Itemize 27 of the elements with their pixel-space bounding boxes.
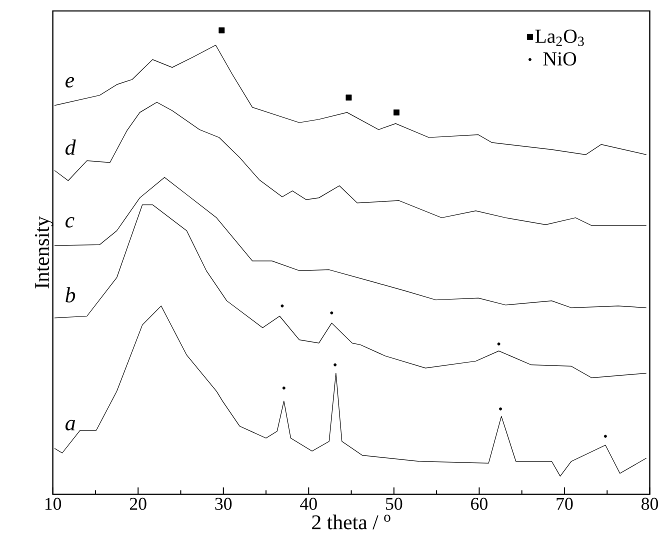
x-axis-title: 2 theta / $^{o}$	[312, 514, 390, 530]
x-tick-label: 40	[300, 498, 317, 510]
series-label: d	[66, 140, 76, 155]
x-tick-label: 80	[642, 498, 658, 510]
point	[218, 27, 225, 34]
x-tick-label: 20	[130, 498, 146, 510]
point	[280, 304, 284, 308]
x-tick-label: 30	[215, 498, 232, 510]
series-label: a	[66, 420, 75, 430]
point	[330, 311, 334, 314]
x-tick-label: 60	[471, 498, 488, 510]
point	[346, 94, 352, 101]
point	[334, 363, 337, 366]
legend-label: NiO	[543, 52, 576, 66]
y-axis-title: Intensity	[34, 216, 54, 288]
x-tick-label: 70	[556, 498, 573, 510]
point	[497, 342, 500, 346]
x-tick-label: 50	[386, 498, 402, 510]
point	[604, 434, 607, 438]
point	[282, 386, 286, 390]
point	[394, 109, 400, 116]
series-label: c	[66, 217, 74, 228]
series-label: e	[66, 76, 74, 88]
series-label: b	[66, 287, 76, 302]
legend-label: La$_{2}$O$_{3}$	[535, 30, 584, 46]
x-tick-label: 10	[45, 498, 62, 510]
point	[499, 407, 502, 410]
